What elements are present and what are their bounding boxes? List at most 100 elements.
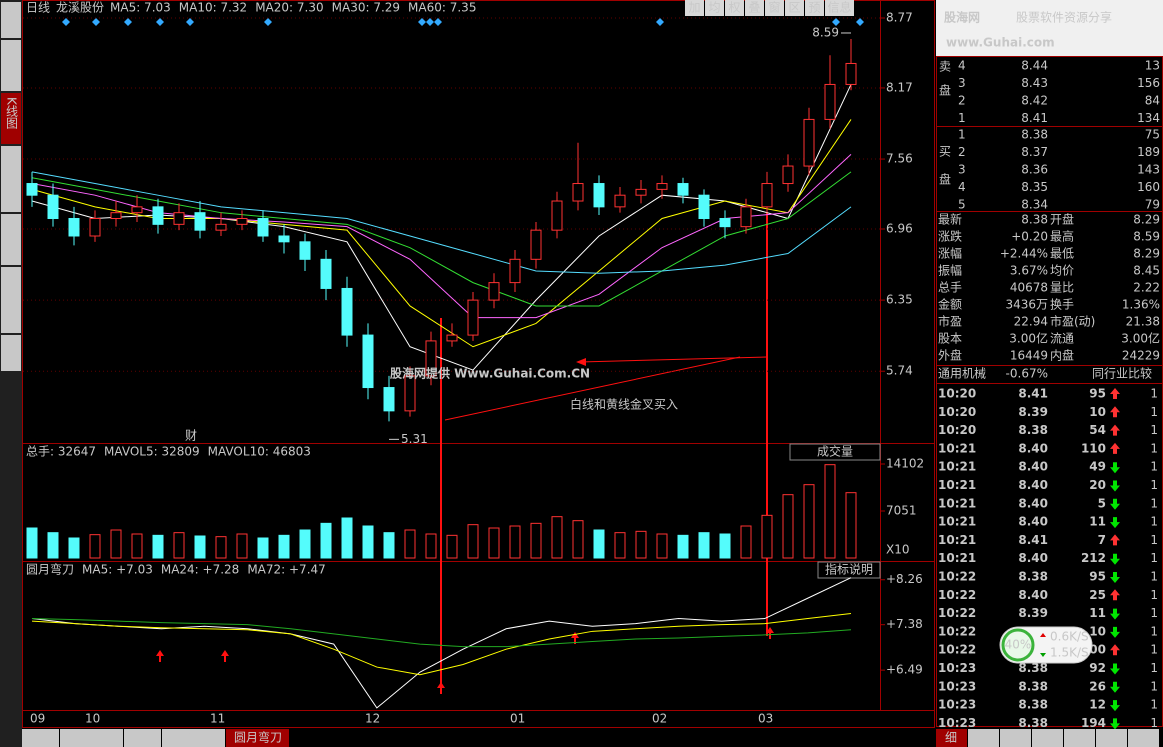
tool-label: 区 — [788, 1, 800, 15]
volume-bar — [824, 464, 836, 559]
candle-body — [425, 340, 437, 377]
stat-label: 流通 — [1050, 332, 1074, 346]
candle-body — [530, 229, 542, 260]
candle-body — [782, 165, 794, 185]
tool-button[interactable] — [685, 0, 704, 16]
tick-time: 10:21 — [938, 551, 976, 565]
candle-body — [257, 218, 269, 237]
panel-tab[interactable] — [968, 729, 999, 747]
ma-value: MA60: 7.35 — [408, 1, 476, 15]
panel-tab[interactable] — [1000, 729, 1031, 747]
tool-button[interactable] — [745, 0, 764, 16]
candle-body — [614, 194, 626, 208]
stat-value: +2.44% — [1000, 247, 1048, 261]
bottom-tab-label: 圆月弯刀 — [234, 730, 282, 745]
tick-volume: 10 — [1089, 624, 1106, 638]
volume-bar — [152, 534, 164, 559]
bottom-tab[interactable] — [124, 729, 161, 747]
stat-value: 21.38 — [1126, 315, 1160, 329]
tick-arrow — [1110, 424, 1120, 436]
bottom-tab[interactable] — [60, 729, 123, 747]
stat-value: 8.29 — [1133, 247, 1160, 261]
stat-value: 2.22 — [1133, 281, 1160, 295]
panel-tab[interactable] — [936, 729, 967, 747]
tick-price: 8.41 — [1018, 387, 1048, 401]
logo-bg — [936, 0, 1163, 56]
bottom-tab[interactable] — [226, 729, 289, 747]
tick-arrow — [1110, 644, 1120, 656]
panel-tab[interactable] — [1096, 729, 1127, 747]
bottom-tab-label: 指标平台 — [68, 730, 116, 745]
cell: 3 — [958, 163, 966, 177]
tick-count: 1 — [1150, 588, 1158, 602]
sidebar-tab[interactable] — [1, 93, 21, 144]
tool-button[interactable] — [825, 0, 854, 16]
tick-time: 10:21 — [938, 478, 976, 492]
tool-button[interactable] — [765, 0, 784, 16]
selector[interactable] — [789, 443, 881, 461]
volume-bar — [26, 527, 38, 559]
tick-price: 8.40 — [1018, 496, 1048, 510]
x-tick-label: 02 — [652, 712, 667, 726]
tick-count: 1 — [1150, 496, 1158, 510]
tick-volume: 194 — [1081, 716, 1106, 730]
tick-count: 1 — [1150, 423, 1158, 437]
candle-body — [635, 188, 647, 196]
candle-body — [719, 218, 731, 228]
net-percent: 40% — [1005, 638, 1032, 652]
stat-value: 8.45 — [1133, 264, 1160, 278]
bottom-tab-label: MACD — [176, 731, 212, 745]
ma-line — [31, 84, 852, 371]
volume-bar — [635, 530, 647, 559]
sidebar-tab[interactable] — [1, 335, 21, 371]
tick-count: 1 — [1150, 460, 1158, 474]
bottom-tab[interactable] — [162, 729, 225, 747]
tick-arrow — [1110, 406, 1120, 418]
volume-bar — [278, 534, 290, 559]
tick-time: 10:22 — [938, 624, 976, 638]
tick-price: 8.38 — [1018, 716, 1048, 730]
panel-tab[interactable] — [1032, 729, 1063, 747]
x-tick-label: 09 — [30, 712, 45, 726]
tick-count: 1 — [1150, 570, 1158, 584]
volume-bar — [530, 522, 542, 559]
tool-button[interactable] — [805, 0, 824, 16]
tick-price: 8.38 — [1018, 570, 1048, 584]
tool-button[interactable] — [725, 0, 744, 16]
volume-bar — [593, 529, 605, 559]
tick-price: 8.40 — [1018, 441, 1048, 455]
sidebar-tab[interactable] — [1, 214, 21, 265]
tick-arrow — [1110, 442, 1120, 454]
volume-header: 总手: 32647 — [26, 445, 96, 459]
volume-header: MAVOL10: 46803 — [208, 445, 311, 459]
cell: 8.43 — [1021, 76, 1048, 90]
sidebar-tab[interactable] — [1, 146, 21, 212]
tick-volume: 26 — [1089, 679, 1106, 693]
cell: 8.35 — [1021, 180, 1048, 194]
panel-tab[interactable] — [1128, 729, 1159, 747]
tick-time: 10:23 — [938, 661, 976, 675]
tick-volume: 12 — [1089, 698, 1106, 712]
ma-value: MA20: 7.30 — [255, 1, 323, 15]
cell: 13 — [1145, 59, 1160, 73]
sidebar-tab[interactable] — [1, 267, 21, 333]
candle-body — [152, 206, 164, 225]
tick-time: 10:22 — [938, 588, 976, 602]
indicator-header: MA5: +7.03 — [82, 563, 153, 577]
sidebar-tab[interactable] — [1, 2, 21, 38]
volume-bar — [383, 532, 395, 559]
tool-button[interactable] — [785, 0, 804, 16]
sidebar-tab[interactable] — [1, 40, 21, 91]
stat-value: 3.67% — [1010, 264, 1048, 278]
tick-time: 10:21 — [938, 496, 976, 510]
stat-value: 16449 — [1010, 349, 1048, 363]
x-tick-label: 10 — [85, 712, 100, 726]
tick-count: 1 — [1150, 661, 1158, 675]
finance-marker: 财 — [185, 429, 197, 443]
bottom-tab[interactable] — [22, 729, 59, 747]
tool-button[interactable] — [705, 0, 724, 16]
panel-tab[interactable] — [1064, 729, 1095, 747]
side-label: 买盘 — [938, 145, 952, 201]
help-button[interactable] — [817, 561, 881, 579]
candle-body — [446, 334, 458, 342]
